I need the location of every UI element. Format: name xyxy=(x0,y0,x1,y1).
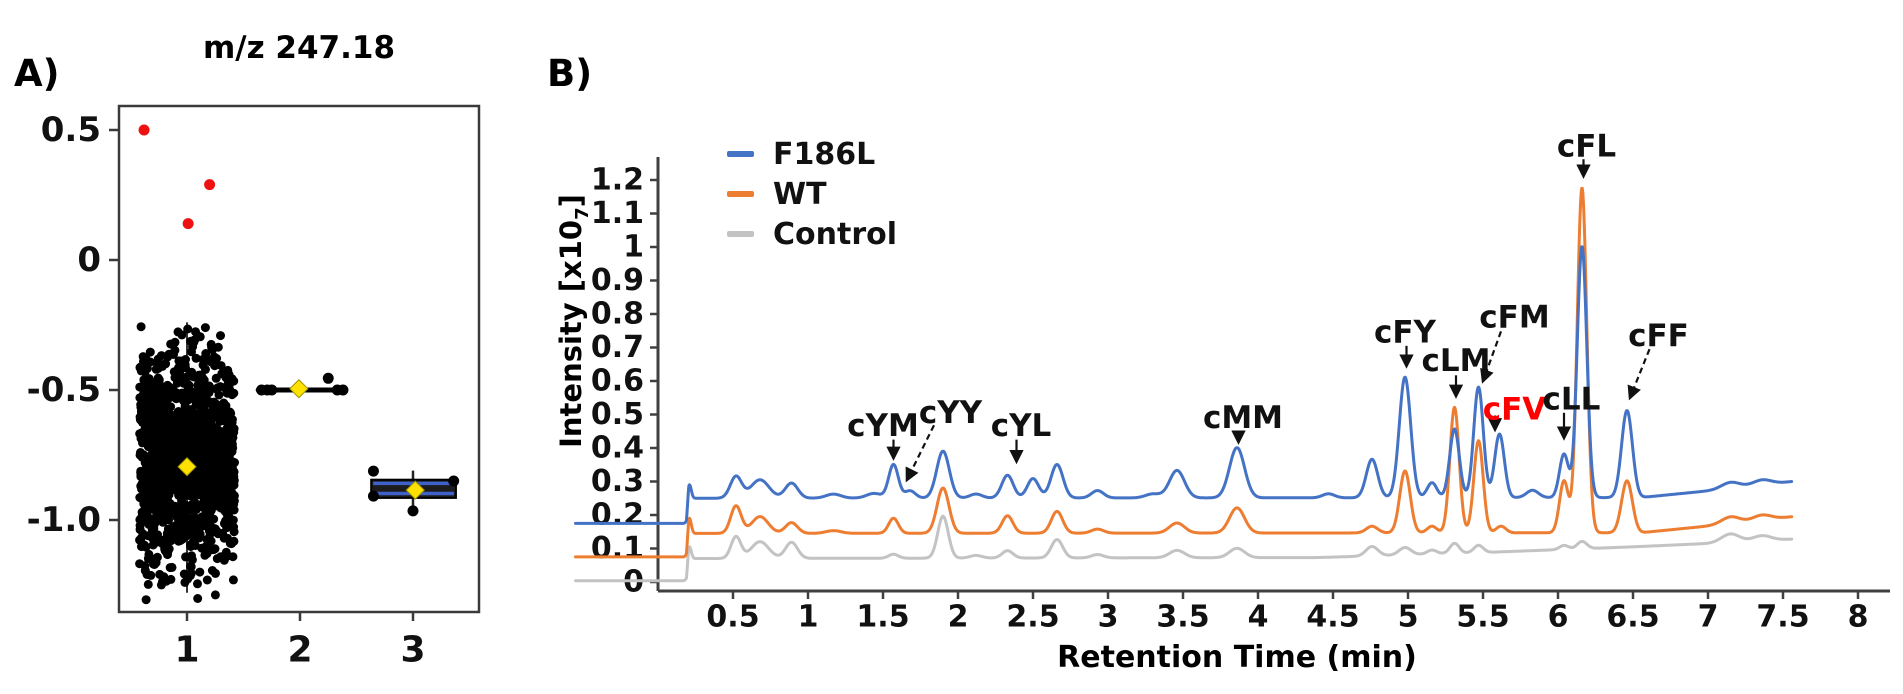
svg-text:0.9: 0.9 xyxy=(591,263,644,298)
svg-text:1.2: 1.2 xyxy=(591,163,644,198)
svg-text:7: 7 xyxy=(1698,600,1719,635)
svg-text:0.6: 0.6 xyxy=(591,364,644,399)
svg-text:4: 4 xyxy=(1248,600,1269,635)
svg-text:0.1: 0.1 xyxy=(591,531,644,566)
svg-text:1: 1 xyxy=(623,230,644,265)
svg-text:0.4: 0.4 xyxy=(591,431,644,466)
svg-text:2: 2 xyxy=(287,630,312,671)
panel-a-plot: 0.5 0 -0.5 -1.0 1 2 3 xyxy=(27,104,481,671)
svg-text:1.1: 1.1 xyxy=(591,196,644,231)
svg-text:0.3: 0.3 xyxy=(591,464,644,499)
svg-text:3.5: 3.5 xyxy=(1156,600,1209,635)
legend-label-wt: WT xyxy=(773,176,827,212)
svg-text:cFM: cFM xyxy=(1479,299,1549,335)
legend-swatch-wt xyxy=(727,191,754,197)
svg-text:7.5: 7.5 xyxy=(1756,600,1809,635)
svg-text:1: 1 xyxy=(174,630,199,671)
svg-text:cFY: cFY xyxy=(1374,314,1437,350)
panel-b-plot: 00.10.20.30.40.50.60.70.80.911.11.20.5 1 1… xyxy=(574,129,1890,635)
legend-label-f186l: F186L xyxy=(773,136,876,172)
svg-text:-1.0: -1.0 xyxy=(27,500,101,540)
svg-text:0: 0 xyxy=(77,240,101,280)
legend-swatch-f186l xyxy=(727,151,754,157)
svg-text:5: 5 xyxy=(1398,600,1419,635)
svg-text:0.5: 0.5 xyxy=(591,397,644,432)
panel-b-x-axis-label: Retention Time (min) xyxy=(1057,640,1417,675)
svg-text:cFV: cFV xyxy=(1483,391,1547,427)
svg-text:5.5: 5.5 xyxy=(1456,600,1509,635)
svg-text:3: 3 xyxy=(1098,600,1119,635)
svg-text:0.2: 0.2 xyxy=(591,498,644,533)
svg-text:cLL: cLL xyxy=(1543,381,1601,417)
svg-text:2: 2 xyxy=(948,600,969,635)
svg-text:cLM: cLM xyxy=(1422,343,1491,379)
legend-label-control: Control xyxy=(773,216,898,252)
panel-a-label: A) xyxy=(14,52,60,95)
svg-text:3: 3 xyxy=(400,630,425,671)
svg-text:4.5: 4.5 xyxy=(1306,600,1359,635)
svg-text:-0.5: -0.5 xyxy=(27,370,101,410)
svg-text:6: 6 xyxy=(1548,600,1569,635)
svg-text:6.5: 6.5 xyxy=(1606,600,1659,635)
legend-item-wt: WT xyxy=(712,174,897,214)
panel-a-title: m/z 247.18 xyxy=(202,30,396,66)
svg-text:0.8: 0.8 xyxy=(591,297,644,332)
svg-text:1.5: 1.5 xyxy=(856,600,909,635)
legend: F186L WT Control xyxy=(712,134,897,254)
legend-item-f186l: F186L xyxy=(712,134,897,174)
svg-text:cFL: cFL xyxy=(1557,129,1616,165)
svg-text:cMM: cMM xyxy=(1203,400,1283,436)
svg-text:8: 8 xyxy=(1848,600,1869,635)
svg-text:0.5: 0.5 xyxy=(41,110,101,150)
svg-text:0.5: 0.5 xyxy=(706,600,759,635)
legend-item-control: Control xyxy=(712,214,897,254)
svg-text:0.7: 0.7 xyxy=(591,330,644,365)
svg-text:2.5: 2.5 xyxy=(1006,600,1059,635)
svg-text:cFF: cFF xyxy=(1628,318,1689,354)
svg-text:1: 1 xyxy=(798,600,819,635)
svg-text:cYY: cYY xyxy=(919,395,983,431)
svg-text:cYL: cYL xyxy=(991,408,1052,444)
svg-text:cYM: cYM xyxy=(847,408,919,444)
legend-swatch-control xyxy=(727,231,754,237)
panel-b-label: B) xyxy=(547,52,593,95)
